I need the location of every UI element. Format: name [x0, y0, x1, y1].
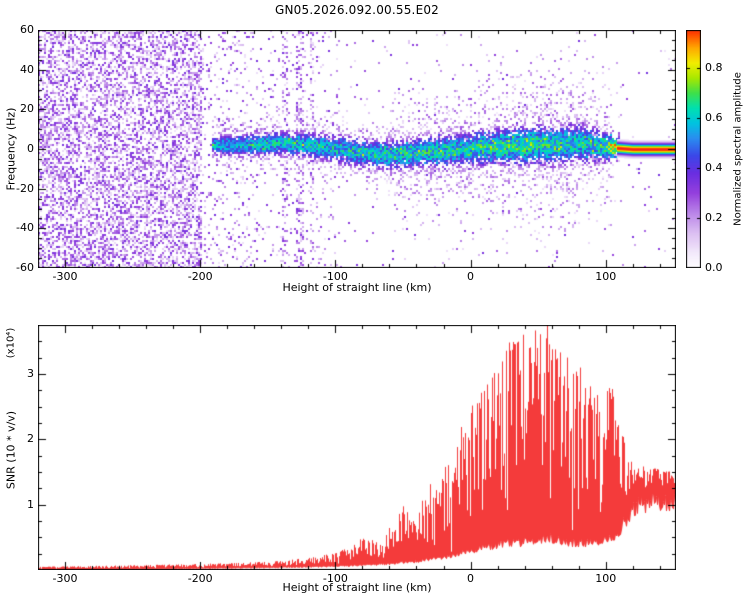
height-axis-label-bottom: Height of straight line (km) — [282, 581, 432, 594]
colorbar-tick-label: 0.4 — [705, 160, 723, 174]
x-tick-label: 0 — [467, 572, 475, 585]
x-tick-label: -200 — [187, 572, 213, 585]
y-tick-label: 0 — [27, 142, 34, 155]
x-tick-label: -200 — [187, 270, 213, 283]
x-tick-label: -300 — [52, 270, 78, 283]
spectrogram-panel — [38, 30, 676, 268]
x-tick-label: 100 — [595, 270, 617, 283]
colorbar-tick-label: 0.6 — [705, 110, 723, 124]
snr-axis-label: SNR (10 * v/v) — [4, 410, 18, 490]
colorbar-label: Normalized spectral amplitude — [732, 72, 744, 226]
x-tick-label: 100 — [595, 572, 617, 585]
snr-scale-label: (x10⁴) — [5, 327, 17, 359]
y-tick-label: -60 — [16, 261, 34, 274]
y-tick-label: 60 — [20, 23, 34, 36]
height-axis-label-top: Height of straight line (km) — [282, 281, 432, 294]
colorbar-canvas — [686, 30, 701, 268]
colorbar-tick-label: 0.2 — [705, 210, 723, 224]
y-tick-label: 3 — [27, 367, 34, 380]
colorbar-tick-label: 0.8 — [705, 60, 723, 74]
colorbar-tick-label: 0.0 — [705, 261, 723, 274]
x-tick-label: 0 — [467, 270, 475, 283]
x-tick-label: -100 — [322, 270, 348, 283]
y-tick-label: 2 — [27, 432, 34, 446]
y-tick-label: 20 — [20, 102, 34, 116]
chart-title: GN05.2026.092.00.55.E02 — [274, 3, 440, 17]
colorbar — [686, 30, 701, 268]
y-tick-label: 1 — [27, 497, 34, 511]
x-tick-label: -100 — [322, 572, 348, 585]
y-tick-label: -40 — [16, 221, 34, 235]
y-tick-label: -20 — [16, 181, 34, 195]
x-tick-label: -300 — [52, 572, 78, 585]
y-tick-label: 40 — [20, 62, 34, 76]
snr-canvas — [38, 325, 676, 570]
spectrogram-canvas — [38, 30, 676, 268]
snr-panel — [38, 325, 676, 570]
